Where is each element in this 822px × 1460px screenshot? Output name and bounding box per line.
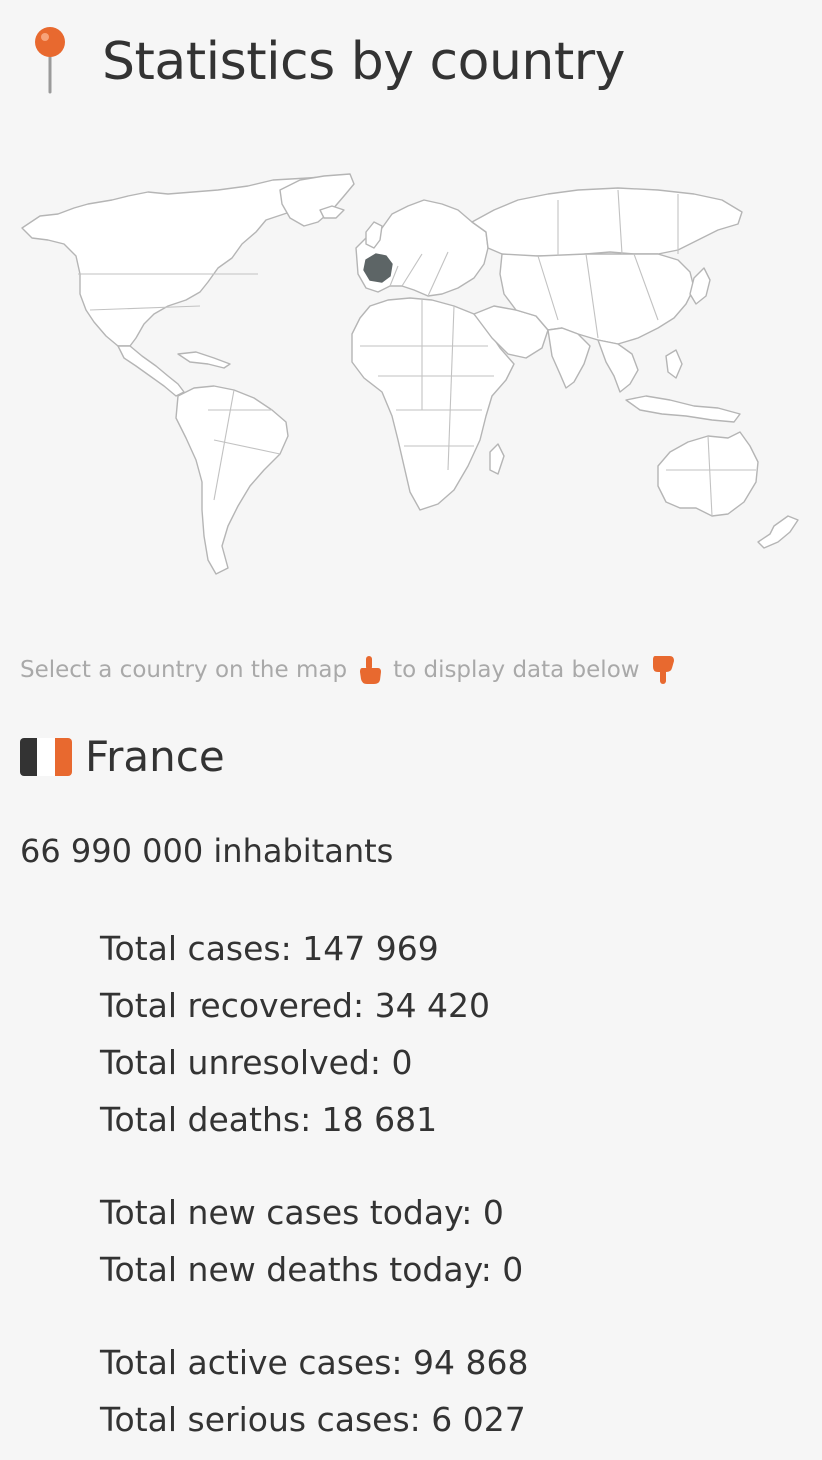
stat-active-cases: Total active cases: 94 868 [100,1343,529,1382]
country-russia[interactable] [471,187,743,259]
country-south-america[interactable] [175,385,289,575]
country-philippines[interactable] [665,349,683,379]
country-uk[interactable] [365,221,383,249]
country-caribbean[interactable] [177,351,231,369]
country-north-america[interactable] [21,175,353,347]
round-pushpin-icon [20,22,80,102]
map-borders [78,189,756,517]
stats-today: Total new cases today: 0 Total new death… [100,1184,528,1298]
country-france[interactable] [363,253,393,283]
pointing-hand-icon [357,654,383,686]
country-header: France [20,732,225,781]
page-title: Statistics by country [102,32,625,92]
country-name: France [85,732,225,781]
country-east-asia[interactable] [499,253,695,345]
stat-total-unresolved: Total unresolved: 0 [100,1043,413,1082]
hint-text-after: to display data below [393,657,640,683]
stat-total-deaths: Total deaths: 18 681 [100,1100,438,1139]
country-stats: Total cases: 147 969 Total recovered: 34… [100,920,528,1448]
country-population: 66 990 000 inhabitants [20,832,394,870]
stat-total-cases: Total cases: 147 969 [100,929,439,968]
stat-new-deaths-today: Total new deaths today: 0 [100,1250,524,1289]
country-indonesia[interactable] [625,395,741,423]
world-map[interactable] [18,170,804,580]
pointing-down-hand-icon [650,654,676,686]
country-greenland[interactable] [279,173,355,227]
hint-text-before: Select a country on the map [20,657,348,683]
page-header: Statistics by country [20,22,625,102]
country-iceland[interactable] [319,205,345,219]
country-new-zealand[interactable] [757,515,799,549]
country-middle-east[interactable] [473,305,549,359]
flag-stripe-middle [37,737,55,776]
flag-stripe-right [54,737,72,776]
stat-serious-cases: Total serious cases: 6 027 [100,1400,526,1439]
france-flag-icon [20,737,72,776]
country-india[interactable] [547,327,591,389]
stats-totals: Total cases: 147 969 Total recovered: 34… [100,920,528,1148]
country-southeast-asia[interactable] [597,339,639,393]
flag-stripe-left [20,737,38,776]
country-africa[interactable] [351,297,515,511]
stats-active: Total active cases: 94 868 Total serious… [100,1334,528,1448]
country-madagascar[interactable] [489,443,505,475]
stat-new-cases-today: Total new cases today: 0 [100,1193,504,1232]
map-hint: Select a country on the map to display d… [20,654,686,686]
country-central-america[interactable] [117,345,185,397]
country-australia[interactable] [657,431,759,517]
stat-total-recovered: Total recovered: 34 420 [100,986,491,1025]
country-japan[interactable] [689,267,711,305]
